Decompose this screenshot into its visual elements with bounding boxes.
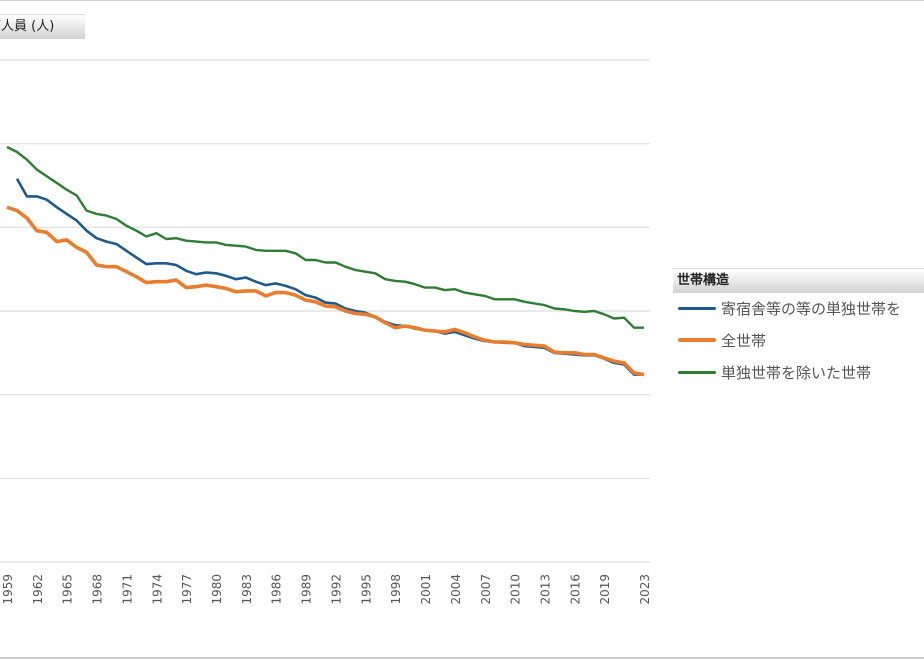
x-tick-label: 2004 [449,574,463,605]
x-tick-label: 1968 [91,574,105,605]
frame-top-border [0,0,924,1]
x-tick-label: 2007 [479,574,493,605]
x-tick-label: 1962 [31,574,45,605]
x-tick-label: 1998 [389,574,403,605]
x-tick-label: 2013 [539,574,553,605]
frame-bottom-border [0,657,924,659]
x-tick-label: 1977 [180,574,194,605]
y-axis-title: 帯人員 (人) [0,19,55,34]
x-tick-label: 1983 [240,574,254,605]
series-line-0 [15,178,644,376]
x-tick-label: 1971 [120,574,134,605]
x-tick-label: 1995 [359,574,373,605]
y-axis-header: 帯人員 (人) [0,14,85,39]
series-lines [6,145,645,377]
legend-swatch-excluding-single [678,371,716,374]
x-tick-label: 1992 [330,574,344,605]
series-line-1 [6,205,645,377]
x-axis-tick-labels: 1959 1962 1965 1968 1971 1974 1977 1980 1983 1986… [1,574,652,605]
legend-label: 全世帯 [721,332,767,350]
legend-label: 寄宿舎等の等の単独世帯を [721,300,902,318]
legend[interactable]: 世帯構造 寄宿舎等の等の単独世帯を 全世帯 単独世帯を除いた世帯 [673,268,924,398]
legend-swatch-all-households [678,338,716,342]
x-tick-label: 2001 [419,574,433,605]
series-line-2 [6,145,644,329]
legend-item-all-households[interactable]: 全世帯 [673,325,924,357]
legend-item-boarding-single[interactable]: 寄宿舎等の等の単独世帯を [673,293,924,325]
legend-title: 世帯構造 [673,268,924,293]
gridlines [0,59,650,563]
legend-item-excluding-single[interactable]: 単独世帯を除いた世帯 [673,357,924,389]
legend-label: 単独世帯を除いた世帯 [721,364,872,382]
x-tick-label: 2019 [598,574,612,605]
x-tick-label: 1974 [150,574,164,605]
x-tick-label: 2023 [638,574,652,605]
legend-swatch-boarding-single [678,307,716,310]
x-tick-label: 1965 [61,574,75,605]
x-tick-label: 2010 [509,574,523,605]
x-tick-label: 2016 [568,574,582,605]
x-tick-label: 1980 [210,574,224,605]
x-tick-label: 1989 [300,574,314,605]
x-tick-label: 1986 [270,574,284,605]
x-tick-label: 1959 [1,574,15,605]
